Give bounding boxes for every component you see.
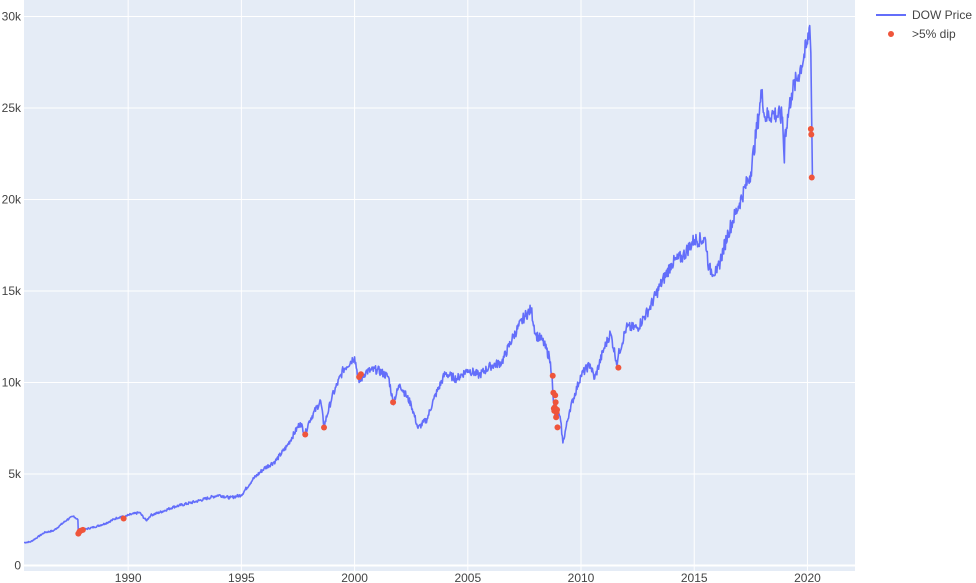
dip-marker[interactable] (615, 364, 622, 371)
dip-marker[interactable] (552, 392, 559, 399)
y-tick-label: 10k (2, 375, 22, 389)
y-tick-label: 20k (2, 192, 22, 206)
series-layer (24, 24, 815, 544)
x-tick-label: 1990 (115, 571, 142, 583)
dip-marker[interactable] (808, 131, 815, 138)
dip-marker[interactable] (554, 424, 561, 431)
dip-marker[interactable] (302, 431, 309, 438)
legend-label: DOW Price (912, 8, 972, 22)
x-tick-label: 1995 (228, 571, 255, 583)
legend-item-dow-price[interactable]: DOW Price (876, 8, 972, 22)
x-tick-label: 2000 (341, 571, 368, 583)
x-tick-label: 2015 (681, 571, 708, 583)
dip-marker[interactable] (549, 372, 556, 379)
legend[interactable]: DOW Price >5% dip (876, 8, 972, 41)
legend-item-dip[interactable]: >5% dip (888, 27, 956, 41)
gridlines (24, 0, 855, 571)
y-axis-ticks: 0 5k 10k 15k 20k 25k 30k (2, 9, 22, 572)
x-tick-label: 2010 (568, 571, 595, 583)
x-tick-label: 2005 (454, 571, 481, 583)
dip-marker[interactable] (120, 515, 127, 522)
y-tick-label: 5k (8, 467, 22, 481)
y-tick-label: 0 (14, 559, 21, 573)
dip-marker[interactable] (552, 399, 559, 406)
x-tick-label: 2020 (794, 571, 821, 583)
legend-label: >5% dip (912, 27, 956, 41)
dip-marker[interactable] (390, 399, 397, 406)
dip-marker[interactable] (79, 526, 86, 533)
legend-marker-swatch (888, 31, 894, 37)
dip-marker[interactable] (807, 126, 814, 133)
dip-marker[interactable] (357, 371, 364, 378)
dip-marker[interactable] (553, 414, 560, 421)
dip-marker[interactable] (554, 406, 561, 413)
x-axis-ticks: 1990 1995 2000 2005 2010 2015 2020 (115, 571, 821, 583)
y-tick-label: 25k (2, 101, 22, 115)
dip-marker[interactable] (808, 174, 815, 181)
series-line-dow-price (24, 24, 814, 544)
plot-area (24, 0, 855, 571)
dip-marker[interactable] (321, 424, 328, 431)
y-tick-label: 15k (2, 284, 22, 298)
y-tick-label: 30k (2, 9, 22, 23)
